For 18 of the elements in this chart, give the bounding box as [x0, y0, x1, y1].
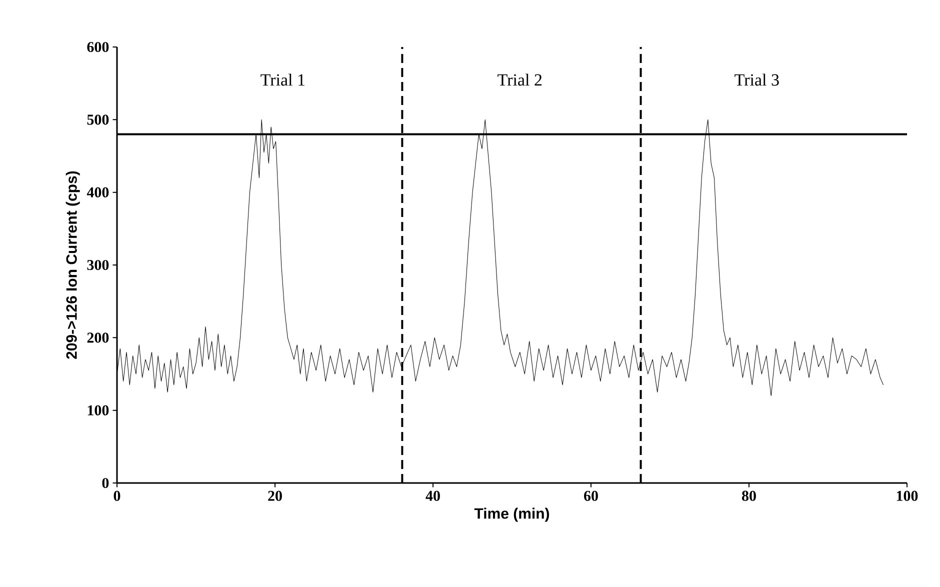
- annotation: Trial 1: [260, 74, 304, 86]
- x-tick-label: 100: [896, 490, 918, 501]
- x-tick-label: 0: [114, 490, 120, 501]
- x-tick-label: 20: [268, 490, 282, 501]
- y-tick-label: 200: [87, 332, 109, 343]
- y-tick-label: 0: [102, 478, 109, 488]
- x-tick-label: 40: [426, 490, 440, 501]
- y-tick-label: 100: [88, 405, 109, 416]
- annotation: Trial 2: [498, 74, 542, 86]
- x-tick-label: 80: [742, 490, 756, 501]
- y-tick-label: 300: [87, 260, 109, 270]
- y-tick-label: 600: [87, 42, 109, 52]
- y-tick-label: 400: [86, 187, 109, 198]
- annotation: Trial 3: [734, 74, 779, 86]
- x-axis-title: Time (min): [474, 508, 550, 522]
- x-tick-label: 60: [584, 490, 598, 501]
- y-tick-label: 500: [87, 114, 109, 125]
- y-axis-title: 209->126 Ion Current (cps): [66, 171, 80, 359]
